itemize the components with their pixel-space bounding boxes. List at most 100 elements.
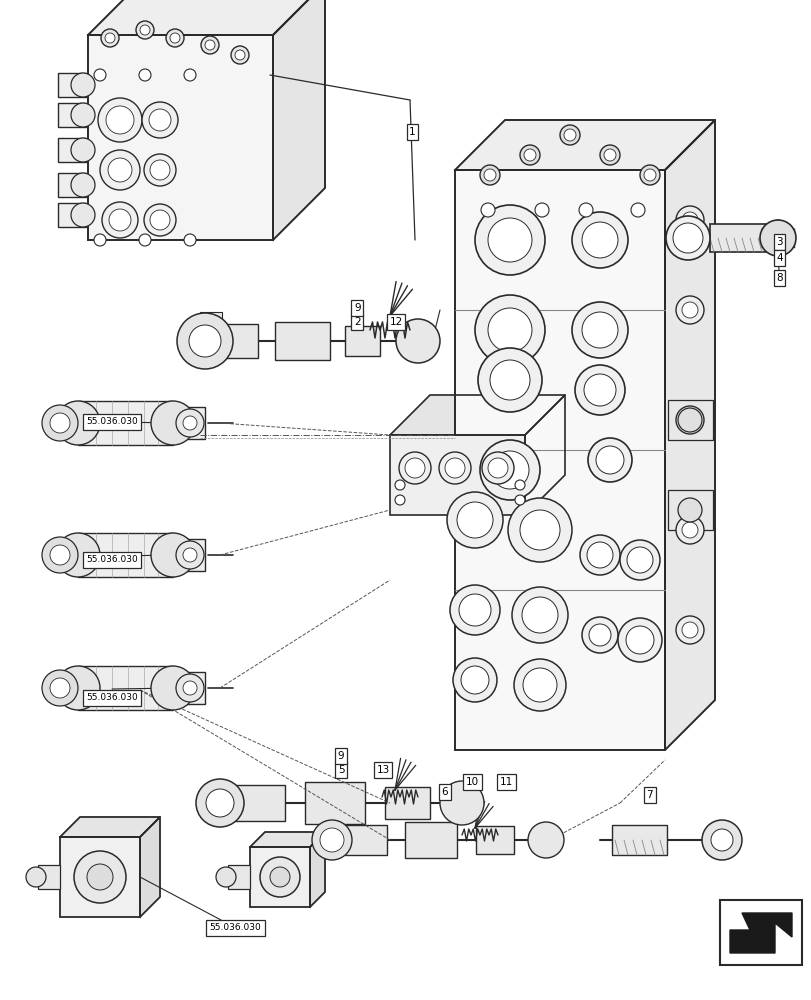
Circle shape xyxy=(139,25,150,35)
Circle shape xyxy=(453,658,496,702)
Circle shape xyxy=(144,154,176,186)
Bar xyxy=(611,825,666,855)
Bar xyxy=(719,900,801,965)
Circle shape xyxy=(135,21,154,39)
Polygon shape xyxy=(272,0,324,240)
Circle shape xyxy=(150,210,169,230)
Polygon shape xyxy=(454,120,714,170)
Circle shape xyxy=(71,173,95,197)
Circle shape xyxy=(204,40,215,50)
Circle shape xyxy=(176,674,204,702)
Circle shape xyxy=(676,516,703,544)
Bar xyxy=(345,326,380,356)
Circle shape xyxy=(101,29,119,47)
Circle shape xyxy=(150,160,169,180)
Circle shape xyxy=(260,857,299,897)
Text: 3: 3 xyxy=(775,237,782,247)
Text: 7: 7 xyxy=(646,790,652,800)
Circle shape xyxy=(523,149,535,161)
Circle shape xyxy=(169,33,180,43)
Circle shape xyxy=(620,540,659,580)
Circle shape xyxy=(581,222,617,258)
Circle shape xyxy=(182,416,197,430)
Circle shape xyxy=(639,165,659,185)
Bar xyxy=(78,666,173,710)
Bar xyxy=(667,490,712,530)
Polygon shape xyxy=(729,913,791,953)
Bar xyxy=(58,203,86,227)
Circle shape xyxy=(189,325,221,357)
Circle shape xyxy=(234,50,245,60)
Text: 5: 5 xyxy=(337,765,344,775)
Bar xyxy=(58,103,86,127)
Circle shape xyxy=(270,867,290,887)
Circle shape xyxy=(522,668,556,702)
Bar xyxy=(384,787,430,819)
Circle shape xyxy=(676,206,703,234)
Circle shape xyxy=(458,594,491,626)
Circle shape xyxy=(56,533,100,577)
Text: 55.036.030: 55.036.030 xyxy=(86,694,138,702)
Circle shape xyxy=(102,202,138,238)
Circle shape xyxy=(105,33,115,43)
Circle shape xyxy=(50,678,70,698)
Circle shape xyxy=(564,129,575,141)
Text: 55.036.030: 55.036.030 xyxy=(86,556,138,564)
Circle shape xyxy=(311,820,351,860)
Circle shape xyxy=(571,212,627,268)
Text: 9: 9 xyxy=(354,303,360,313)
Text: 8: 8 xyxy=(775,273,782,283)
Circle shape xyxy=(151,533,195,577)
Circle shape xyxy=(676,296,703,324)
Circle shape xyxy=(625,626,653,654)
Circle shape xyxy=(513,659,565,711)
Circle shape xyxy=(42,537,78,573)
Circle shape xyxy=(665,216,709,260)
Text: 11: 11 xyxy=(500,777,513,787)
Text: 4: 4 xyxy=(775,253,782,263)
Circle shape xyxy=(581,312,617,348)
Circle shape xyxy=(94,69,106,81)
Circle shape xyxy=(457,502,492,538)
Circle shape xyxy=(681,522,697,538)
Circle shape xyxy=(571,302,627,358)
Circle shape xyxy=(100,150,139,190)
Circle shape xyxy=(184,234,195,246)
Circle shape xyxy=(201,36,219,54)
Bar xyxy=(305,782,365,824)
Circle shape xyxy=(489,360,530,400)
Circle shape xyxy=(672,223,702,253)
Circle shape xyxy=(139,234,151,246)
Circle shape xyxy=(394,480,405,490)
Circle shape xyxy=(26,867,46,887)
Bar xyxy=(200,312,221,330)
Circle shape xyxy=(106,106,134,134)
Circle shape xyxy=(483,169,496,181)
Circle shape xyxy=(508,498,571,562)
Bar xyxy=(234,785,285,821)
Circle shape xyxy=(108,158,132,182)
Circle shape xyxy=(195,779,243,827)
Circle shape xyxy=(139,69,151,81)
Circle shape xyxy=(444,458,465,478)
Bar xyxy=(78,533,173,577)
Circle shape xyxy=(98,98,142,142)
Circle shape xyxy=(587,438,631,482)
Bar xyxy=(78,401,173,445)
Circle shape xyxy=(394,495,405,505)
Bar xyxy=(60,837,139,917)
Circle shape xyxy=(398,452,431,484)
Bar xyxy=(389,435,525,515)
Circle shape xyxy=(148,109,171,131)
Circle shape xyxy=(519,145,539,165)
Circle shape xyxy=(586,542,612,568)
Circle shape xyxy=(579,535,620,575)
Bar xyxy=(58,73,86,97)
Circle shape xyxy=(94,234,106,246)
Circle shape xyxy=(676,406,703,434)
Circle shape xyxy=(177,313,233,369)
Bar xyxy=(405,822,457,858)
Circle shape xyxy=(626,547,652,573)
Circle shape xyxy=(480,203,495,217)
Circle shape xyxy=(588,624,610,646)
